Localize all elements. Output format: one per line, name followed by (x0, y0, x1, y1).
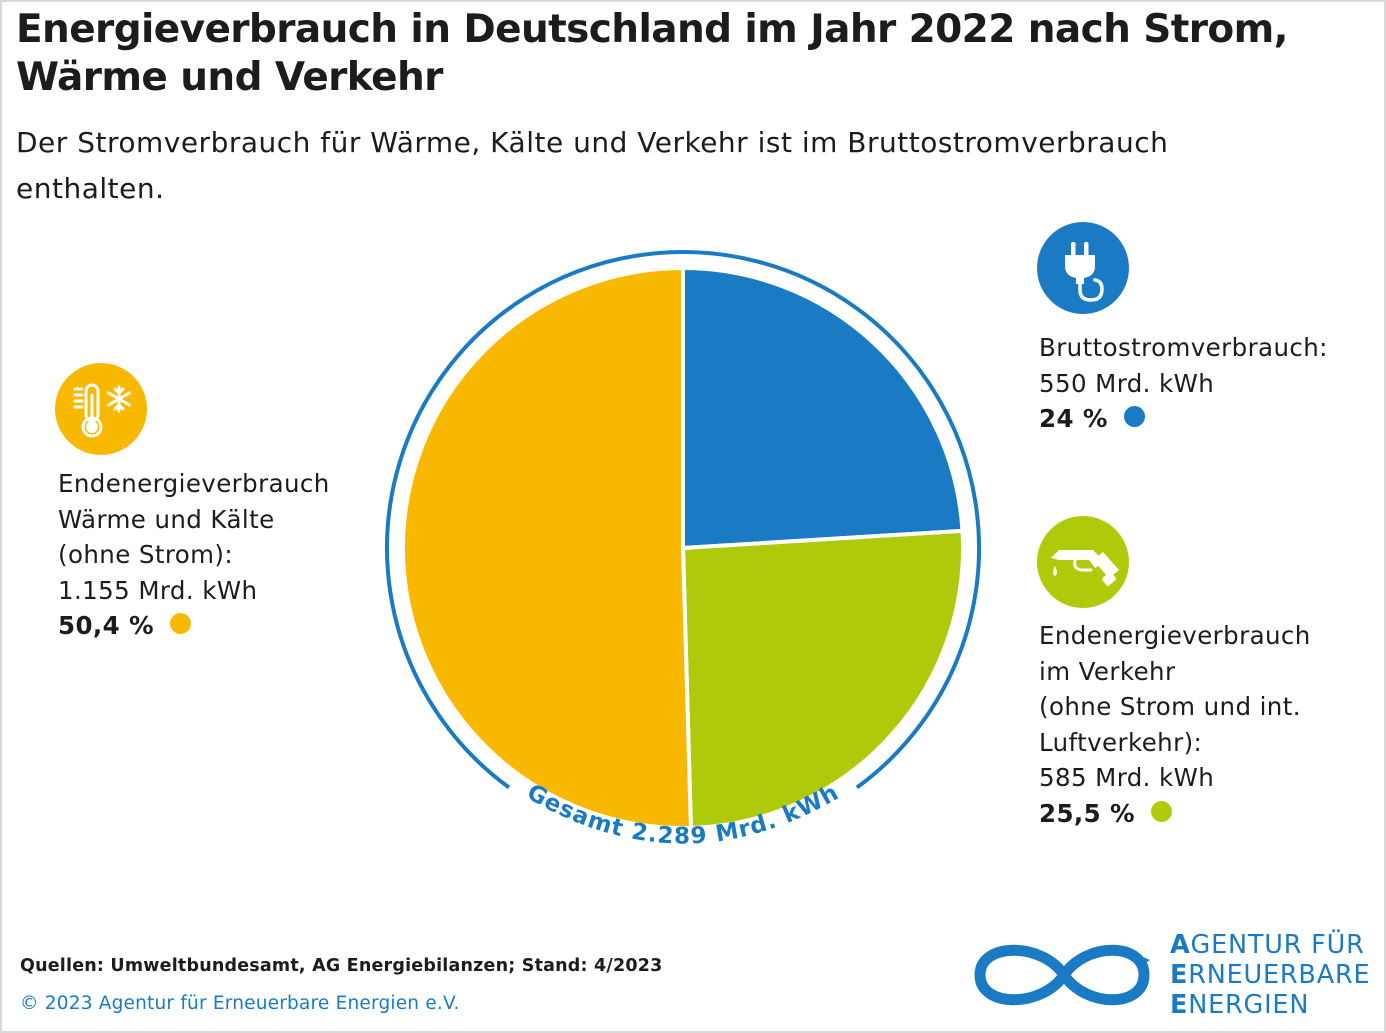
transport-label-block: Endenergieverbrauch im Verkehr (ohne Str… (1039, 618, 1311, 831)
logo-line: ERNEUERBARE (1170, 960, 1371, 990)
electricity-label-block: Bruttostromverbrauch: 550 Mrd. kWh 24 % (1039, 330, 1328, 437)
transport-slice (681, 528, 965, 830)
electricity-percent: 24 % (1039, 404, 1108, 433)
transport-label-line: (ohne Strom und int. (1039, 692, 1301, 721)
sources-note: Quellen: Umweltbundesamt, AG Energiebila… (20, 956, 663, 976)
heat-slice (401, 266, 693, 830)
transport-percent: 25,5 % (1039, 798, 1135, 828)
transport-label-line: im Verkehr (1039, 656, 1176, 686)
heat-label-block: Endenergieverbrauch Wärme und Kälte (ohn… (58, 466, 330, 644)
infinity-logo-icon (974, 944, 1150, 1006)
logo-line: ENERGIEN (1170, 990, 1310, 1020)
heat-percent: 50,4 % (58, 611, 154, 640)
copyright-note: © 2023 Agentur für Erneuerbare Energien … (20, 993, 460, 1014)
thermometer-snowflake-icon (55, 363, 147, 455)
heat-label-line: Endenergieverbrauch (58, 469, 330, 498)
electricity-slice (681, 266, 965, 550)
transport-label-line: Endenergieverbrauch (1039, 621, 1311, 650)
transport-label-line: Luftverkehr): (1039, 727, 1203, 757)
heat-legend-dot (169, 613, 191, 634)
organization-logo-text: AGENTUR FÜR ERNEUERBARE ENERGIEN (1170, 930, 1370, 1020)
electricity-amount: 550 Mrd. kWh (1039, 368, 1215, 398)
transport-legend-dot (1150, 800, 1172, 822)
chart-title: Energieverbrauch in Deutschland im Jahr … (16, 7, 1288, 100)
electricity-label-line: Bruttostromverbrauch: (1039, 333, 1328, 362)
pie-outer-ring (385, 250, 981, 846)
heat-label-line: (ohne Strom): (58, 540, 234, 569)
transport-amount: 585 Mrd. kWh (1039, 763, 1215, 792)
fuel-nozzle-icon (1037, 516, 1129, 608)
chart-subtitle: Der Stromverbrauch für Wärme, Kälte und … (16, 126, 1169, 205)
logo-line: AGENTUR FÜR (1170, 930, 1365, 960)
power-plug-icon (1037, 222, 1129, 314)
heat-amount: 1.155 Mrd. kWh (58, 575, 258, 605)
heat-label-line: Wärme und Kälte (58, 504, 275, 534)
electricity-legend-dot (1123, 406, 1145, 427)
